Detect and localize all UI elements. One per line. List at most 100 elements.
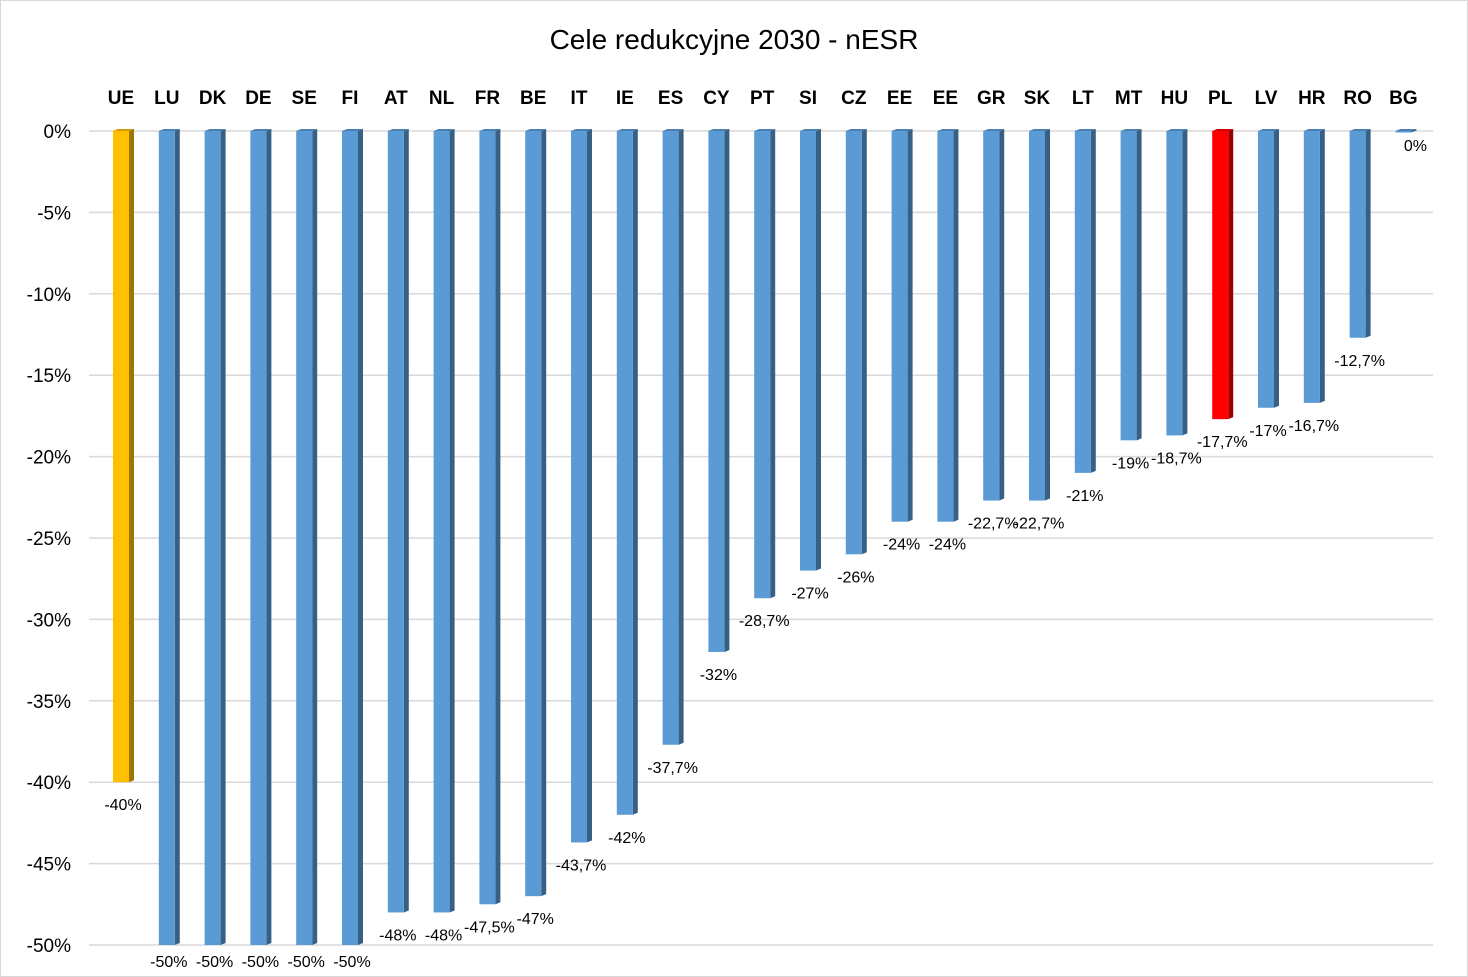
category-label: RO	[1343, 88, 1372, 109]
data-label: -28,7%	[739, 613, 790, 630]
data-label: -26%	[837, 569, 874, 586]
data-label: -40%	[104, 797, 141, 814]
bar	[158, 129, 180, 945]
data-label: -16,7%	[1288, 418, 1339, 435]
data-label: -21%	[1066, 488, 1103, 505]
category-label: LV	[1255, 88, 1278, 109]
category-label: FR	[475, 88, 501, 109]
y-tick-label: -10%	[27, 285, 71, 306]
category-label: SI	[799, 88, 817, 109]
data-label: -19%	[1112, 455, 1149, 472]
bar	[845, 129, 867, 555]
bar	[1258, 129, 1279, 408]
y-tick-label: -45%	[27, 855, 71, 876]
bar	[708, 129, 730, 652]
chart-title: Cele redukcyjne 2030 - nESR	[550, 24, 919, 55]
category-label: HR	[1298, 88, 1326, 109]
data-label: -22,7%	[1014, 516, 1065, 533]
bar	[525, 129, 547, 897]
bar	[1303, 129, 1325, 403]
category-label: GR	[977, 88, 1006, 109]
bar	[1120, 129, 1142, 441]
bar	[479, 129, 501, 905]
bar	[433, 129, 455, 913]
bar	[1166, 129, 1188, 436]
bar	[1395, 129, 1417, 133]
bar	[983, 129, 1005, 501]
category-label: DE	[245, 88, 271, 109]
bar	[113, 129, 134, 783]
bar	[1074, 129, 1096, 473]
category-labels: UE LU DK DE SE FI AT NL FR BE IT IE ES CY PT SI CZ EE EE GR…	[108, 88, 1418, 109]
bar	[754, 129, 776, 599]
data-label: -12,7%	[1334, 353, 1385, 370]
bar	[571, 129, 592, 843]
data-label: 0%	[1404, 138, 1427, 155]
bar	[937, 129, 959, 522]
y-axis-ticks: 0% -5% -10% -15% -20% -25% -30% -35% -40% -45% -50…	[27, 122, 71, 957]
category-label: BG	[1389, 88, 1418, 109]
y-tick-label: -50%	[27, 936, 71, 957]
bar	[296, 129, 318, 945]
category-label: PL	[1208, 88, 1233, 109]
category-label: DK	[199, 88, 227, 109]
data-label: -24%	[929, 537, 966, 554]
data-label: -50%	[333, 954, 370, 971]
data-labels: -40%-50% -50% -50% -50% -50%-48% -48% -47,5% -4…	[104, 138, 1427, 971]
y-tick-label: -40%	[27, 773, 71, 794]
data-label: -17,7%	[1197, 434, 1248, 451]
category-label: IT	[571, 88, 588, 109]
y-tick-label: -35%	[27, 692, 71, 713]
bar	[800, 129, 821, 571]
y-tick-label: -15%	[27, 366, 71, 387]
data-label: -47%	[517, 911, 554, 928]
data-label: -27%	[791, 586, 828, 603]
bar	[891, 129, 913, 522]
data-label: -17%	[1249, 423, 1286, 440]
category-label: LT	[1072, 88, 1094, 109]
category-label: IE	[616, 88, 634, 109]
category-label: CY	[703, 88, 730, 109]
category-label: FI	[342, 88, 359, 109]
category-label: CZ	[841, 88, 867, 109]
bar	[204, 129, 226, 945]
category-label: ES	[658, 88, 683, 109]
category-label: EE	[887, 88, 912, 109]
data-label: -50%	[150, 954, 187, 971]
data-label: -50%	[288, 954, 325, 971]
data-label: -37,7%	[647, 760, 698, 777]
data-label: -43,7%	[556, 857, 607, 874]
category-label: MT	[1115, 88, 1143, 109]
data-label: -18,7%	[1151, 450, 1202, 467]
category-label: PT	[750, 88, 775, 109]
bar	[387, 129, 409, 913]
data-label: -22,7%	[968, 516, 1019, 533]
y-tick-label: -5%	[37, 203, 71, 224]
category-label: LU	[154, 88, 179, 109]
bar	[1029, 129, 1050, 501]
category-label: SK	[1024, 88, 1051, 109]
data-label: -42%	[608, 830, 645, 847]
bars	[113, 129, 1417, 945]
data-label: -48%	[379, 927, 416, 944]
y-tick-label: -30%	[27, 610, 71, 631]
data-label: -24%	[883, 537, 920, 554]
category-label: NL	[429, 88, 455, 109]
bar	[662, 129, 684, 745]
data-label: -32%	[700, 667, 737, 684]
bar	[616, 129, 638, 815]
category-label: AT	[384, 88, 408, 109]
y-tick-label: -25%	[27, 529, 71, 550]
bar	[342, 129, 363, 945]
data-label: -47,5%	[464, 919, 515, 936]
y-tick-label: -20%	[27, 448, 71, 469]
bar	[1349, 129, 1371, 338]
data-label: -50%	[196, 954, 233, 971]
category-label: BE	[520, 88, 546, 109]
y-tick-label: 0%	[44, 122, 72, 143]
bar	[250, 129, 272, 945]
bar	[1212, 129, 1234, 420]
category-label: UE	[108, 88, 134, 109]
